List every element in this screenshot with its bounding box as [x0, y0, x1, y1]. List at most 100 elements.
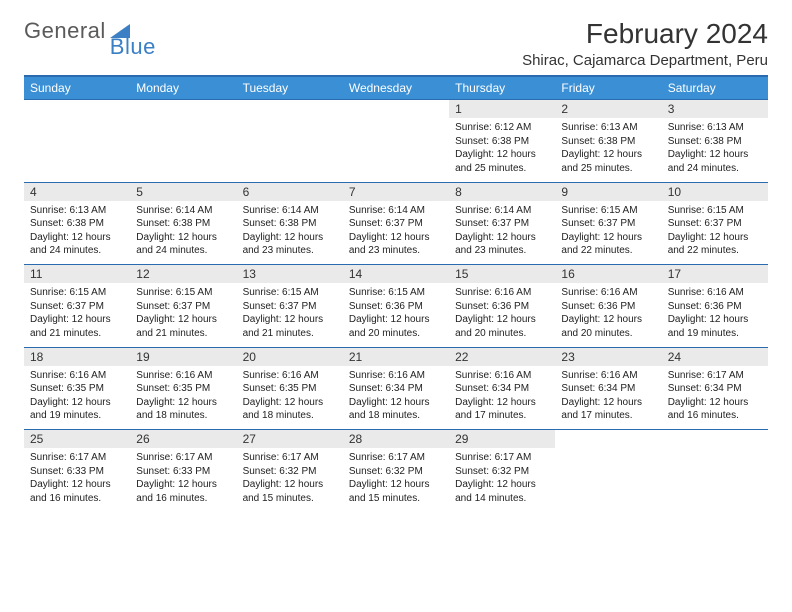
- sunrise-line: Sunrise: 6:16 AM: [561, 369, 655, 383]
- daynum-row: 123: [24, 100, 768, 119]
- sunset-line: Sunset: 6:35 PM: [136, 382, 230, 396]
- day-detail-cell: Sunrise: 6:16 AMSunset: 6:34 PMDaylight:…: [449, 366, 555, 430]
- daylight-line: Daylight: 12 hours and 20 minutes.: [349, 313, 443, 340]
- sunset-line: Sunset: 6:38 PM: [455, 135, 549, 149]
- day-detail-cell: Sunrise: 6:16 AMSunset: 6:34 PMDaylight:…: [555, 366, 661, 430]
- daylight-line: Daylight: 12 hours and 17 minutes.: [455, 396, 549, 423]
- daylight-line: Daylight: 12 hours and 17 minutes.: [561, 396, 655, 423]
- weekday-header: Monday: [130, 77, 236, 100]
- sunrise-line: Sunrise: 6:16 AM: [136, 369, 230, 383]
- day-detail-cell: Sunrise: 6:16 AMSunset: 6:35 PMDaylight:…: [130, 366, 236, 430]
- daylight-line: Daylight: 12 hours and 18 minutes.: [349, 396, 443, 423]
- day-detail-cell: [555, 448, 661, 512]
- day-detail-cell: Sunrise: 6:17 AMSunset: 6:32 PMDaylight:…: [237, 448, 343, 512]
- day-number-cell: 26: [130, 430, 236, 449]
- day-detail-cell: Sunrise: 6:13 AMSunset: 6:38 PMDaylight:…: [555, 118, 661, 182]
- daylight-line: Daylight: 12 hours and 18 minutes.: [243, 396, 337, 423]
- day-detail-cell: Sunrise: 6:16 AMSunset: 6:36 PMDaylight:…: [449, 283, 555, 347]
- brand-logo: General Blue: [24, 18, 156, 44]
- sunrise-line: Sunrise: 6:15 AM: [243, 286, 337, 300]
- day-number-cell: 17: [662, 265, 768, 284]
- sunset-line: Sunset: 6:36 PM: [455, 300, 549, 314]
- day-number-cell: 18: [24, 347, 130, 366]
- day-number-cell: [237, 100, 343, 119]
- day-number-cell: 9: [555, 182, 661, 201]
- day-number-cell: 14: [343, 265, 449, 284]
- sunset-line: Sunset: 6:38 PM: [668, 135, 762, 149]
- day-detail-cell: [237, 118, 343, 182]
- weekday-header: Friday: [555, 77, 661, 100]
- sunrise-line: Sunrise: 6:14 AM: [243, 204, 337, 218]
- day-detail-cell: Sunrise: 6:15 AMSunset: 6:37 PMDaylight:…: [130, 283, 236, 347]
- sunset-line: Sunset: 6:36 PM: [349, 300, 443, 314]
- sunset-line: Sunset: 6:33 PM: [30, 465, 124, 479]
- detail-row: Sunrise: 6:15 AMSunset: 6:37 PMDaylight:…: [24, 283, 768, 347]
- weekday-header: Wednesday: [343, 77, 449, 100]
- sunrise-line: Sunrise: 6:16 AM: [455, 286, 549, 300]
- daylight-line: Daylight: 12 hours and 23 minutes.: [455, 231, 549, 258]
- detail-row: Sunrise: 6:12 AMSunset: 6:38 PMDaylight:…: [24, 118, 768, 182]
- day-number-cell: [24, 100, 130, 119]
- sunset-line: Sunset: 6:34 PM: [455, 382, 549, 396]
- brand-part1: General: [24, 18, 106, 44]
- sunrise-line: Sunrise: 6:15 AM: [668, 204, 762, 218]
- day-number-cell: 2: [555, 100, 661, 119]
- day-detail-cell: Sunrise: 6:15 AMSunset: 6:37 PMDaylight:…: [662, 201, 768, 265]
- sunset-line: Sunset: 6:37 PM: [561, 217, 655, 231]
- day-detail-cell: Sunrise: 6:16 AMSunset: 6:34 PMDaylight:…: [343, 366, 449, 430]
- sunrise-line: Sunrise: 6:16 AM: [668, 286, 762, 300]
- daylight-line: Daylight: 12 hours and 15 minutes.: [243, 478, 337, 505]
- day-detail-cell: Sunrise: 6:14 AMSunset: 6:37 PMDaylight:…: [343, 201, 449, 265]
- day-detail-cell: [130, 118, 236, 182]
- calendar-table: Sunday Monday Tuesday Wednesday Thursday…: [24, 77, 768, 512]
- day-detail-cell: Sunrise: 6:15 AMSunset: 6:37 PMDaylight:…: [237, 283, 343, 347]
- sunrise-line: Sunrise: 6:16 AM: [561, 286, 655, 300]
- day-number-cell: 19: [130, 347, 236, 366]
- sunset-line: Sunset: 6:34 PM: [668, 382, 762, 396]
- day-detail-cell: Sunrise: 6:17 AMSunset: 6:33 PMDaylight:…: [130, 448, 236, 512]
- sunset-line: Sunset: 6:38 PM: [243, 217, 337, 231]
- day-detail-cell: Sunrise: 6:14 AMSunset: 6:38 PMDaylight:…: [237, 201, 343, 265]
- day-detail-cell: Sunrise: 6:13 AMSunset: 6:38 PMDaylight:…: [24, 201, 130, 265]
- sunrise-line: Sunrise: 6:15 AM: [561, 204, 655, 218]
- day-number-cell: 22: [449, 347, 555, 366]
- day-detail-cell: [662, 448, 768, 512]
- sunset-line: Sunset: 6:34 PM: [349, 382, 443, 396]
- day-number-cell: 27: [237, 430, 343, 449]
- daylight-line: Daylight: 12 hours and 16 minutes.: [668, 396, 762, 423]
- sunset-line: Sunset: 6:37 PM: [243, 300, 337, 314]
- weekday-header: Thursday: [449, 77, 555, 100]
- sunset-line: Sunset: 6:37 PM: [30, 300, 124, 314]
- daylight-line: Daylight: 12 hours and 19 minutes.: [668, 313, 762, 340]
- day-detail-cell: Sunrise: 6:12 AMSunset: 6:38 PMDaylight:…: [449, 118, 555, 182]
- sunset-line: Sunset: 6:32 PM: [243, 465, 337, 479]
- sunset-line: Sunset: 6:33 PM: [136, 465, 230, 479]
- day-number-cell: 10: [662, 182, 768, 201]
- location-subtitle: Shirac, Cajamarca Department, Peru: [522, 52, 768, 69]
- daylight-line: Daylight: 12 hours and 16 minutes.: [136, 478, 230, 505]
- daylight-line: Daylight: 12 hours and 25 minutes.: [455, 148, 549, 175]
- day-number-cell: 23: [555, 347, 661, 366]
- sunset-line: Sunset: 6:36 PM: [668, 300, 762, 314]
- sunrise-line: Sunrise: 6:17 AM: [349, 451, 443, 465]
- daylight-line: Daylight: 12 hours and 21 minutes.: [136, 313, 230, 340]
- daylight-line: Daylight: 12 hours and 22 minutes.: [668, 231, 762, 258]
- day-number-cell: 12: [130, 265, 236, 284]
- day-number-cell: 3: [662, 100, 768, 119]
- sunrise-line: Sunrise: 6:13 AM: [668, 121, 762, 135]
- day-detail-cell: Sunrise: 6:17 AMSunset: 6:32 PMDaylight:…: [343, 448, 449, 512]
- sunrise-line: Sunrise: 6:15 AM: [30, 286, 124, 300]
- sunrise-line: Sunrise: 6:17 AM: [136, 451, 230, 465]
- day-number-cell: 4: [24, 182, 130, 201]
- detail-row: Sunrise: 6:13 AMSunset: 6:38 PMDaylight:…: [24, 201, 768, 265]
- day-number-cell: 5: [130, 182, 236, 201]
- day-detail-cell: Sunrise: 6:15 AMSunset: 6:37 PMDaylight:…: [555, 201, 661, 265]
- sunrise-line: Sunrise: 6:17 AM: [668, 369, 762, 383]
- sunset-line: Sunset: 6:32 PM: [455, 465, 549, 479]
- daylight-line: Daylight: 12 hours and 14 minutes.: [455, 478, 549, 505]
- day-detail-cell: Sunrise: 6:16 AMSunset: 6:36 PMDaylight:…: [662, 283, 768, 347]
- day-number-cell: 11: [24, 265, 130, 284]
- day-detail-cell: Sunrise: 6:15 AMSunset: 6:37 PMDaylight:…: [24, 283, 130, 347]
- day-detail-cell: Sunrise: 6:14 AMSunset: 6:38 PMDaylight:…: [130, 201, 236, 265]
- daylight-line: Daylight: 12 hours and 20 minutes.: [561, 313, 655, 340]
